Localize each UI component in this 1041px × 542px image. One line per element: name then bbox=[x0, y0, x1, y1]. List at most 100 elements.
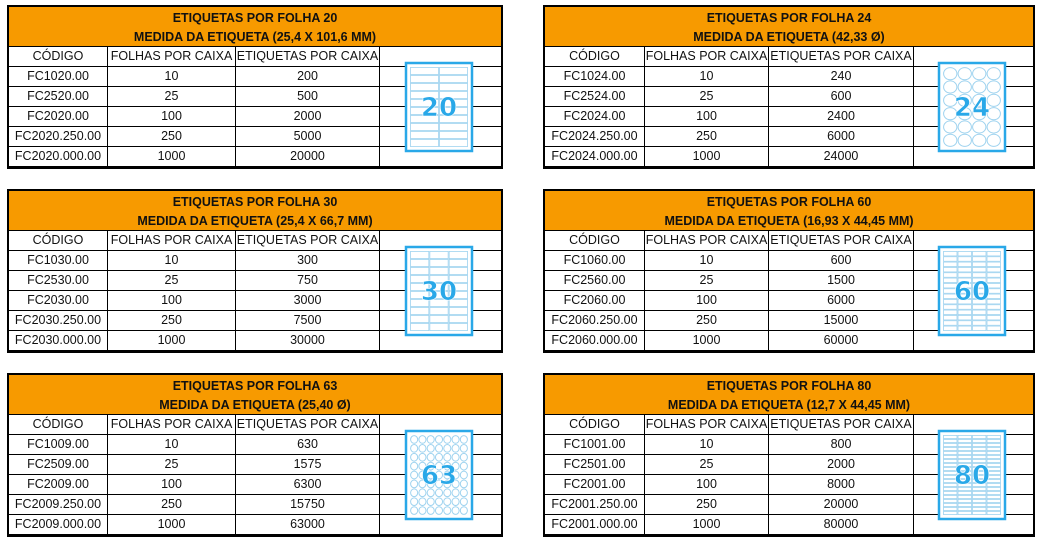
table-cell: 100 bbox=[108, 107, 236, 126]
table-cell: 250 bbox=[645, 495, 769, 514]
label-shape bbox=[459, 506, 468, 515]
table-cell: FC2030.000.00 bbox=[9, 331, 108, 350]
table-cell: FC2009.00 bbox=[9, 475, 108, 494]
label-shape bbox=[957, 67, 972, 81]
label-shape bbox=[942, 277, 957, 283]
table-row: FC1001.00 10 800 bbox=[545, 435, 1033, 455]
table-cell: 10 bbox=[645, 67, 769, 86]
label-shape bbox=[986, 507, 1001, 512]
label-shape bbox=[971, 256, 986, 262]
label-shape bbox=[942, 293, 957, 299]
table-cell: 10 bbox=[108, 251, 236, 270]
label-shape bbox=[971, 283, 986, 289]
table-cell: FC2009.250.00 bbox=[9, 495, 108, 514]
label-shape bbox=[971, 299, 986, 305]
label-shape bbox=[428, 323, 449, 332]
table-cell: 25 bbox=[645, 87, 769, 106]
label-shape bbox=[942, 261, 957, 267]
label-shape bbox=[957, 463, 972, 468]
label-shape bbox=[426, 497, 435, 507]
table-title: ETIQUETAS POR FOLHA 30 bbox=[172, 195, 338, 209]
label-shape bbox=[451, 443, 460, 453]
table-header: ETIQUETAS POR FOLHA 30 MEDIDA DA ETIQUETA… bbox=[9, 191, 501, 231]
label-shape bbox=[986, 299, 1001, 305]
label-shape bbox=[417, 470, 426, 480]
column-header: ETIQUETAS POR CAIXA bbox=[769, 415, 914, 434]
table-cell: 10 bbox=[645, 251, 769, 270]
label-shape bbox=[957, 499, 972, 504]
table-cell: 63000 bbox=[236, 515, 380, 534]
label-shape bbox=[942, 463, 957, 468]
table-subtitle: MEDIDA DA ETIQUETA (42,33 Ø) bbox=[693, 30, 885, 44]
table-row: FC2060.000.00 1000 60000 bbox=[545, 331, 1033, 351]
table-row: FC2060.00 100 6000 bbox=[545, 291, 1033, 311]
table-row: FC2030.00 100 3000 bbox=[9, 291, 501, 311]
label-shape bbox=[942, 283, 957, 289]
table-title: ETIQUETAS POR FOLHA 63 bbox=[172, 379, 338, 393]
label-shape bbox=[942, 499, 957, 504]
label-shape bbox=[409, 506, 418, 515]
table-row: FC2030.250.00 250 7500 bbox=[9, 311, 501, 331]
table-cell: FC2020.00 bbox=[9, 107, 108, 126]
label-shape bbox=[986, 283, 1001, 289]
table-title: ETIQUETAS POR FOLHA 20 bbox=[172, 11, 338, 25]
table-cell: 24000 bbox=[769, 147, 914, 166]
label-shape bbox=[971, 80, 986, 94]
label-shape bbox=[957, 479, 972, 484]
label-shape bbox=[448, 258, 468, 267]
table-row: FC2001.250.00 250 20000 bbox=[545, 495, 1033, 515]
table-cell: FC2530.00 bbox=[9, 271, 108, 290]
table-cell: FC2009.000.00 bbox=[9, 515, 108, 534]
label-shape bbox=[451, 461, 460, 471]
table-cell: FC2024.000.00 bbox=[545, 147, 645, 166]
table-cell: FC2024.00 bbox=[545, 107, 645, 126]
table-subtitle: MEDIDA DA ETIQUETA (16,93 X 44,45 MM) bbox=[664, 214, 914, 228]
column-header: CÓDIGO bbox=[9, 231, 108, 250]
label-shape bbox=[957, 299, 972, 305]
label-shape bbox=[971, 107, 986, 121]
table-cell: FC1009.00 bbox=[9, 435, 108, 454]
label-shape bbox=[971, 503, 986, 508]
table-cell: 1000 bbox=[645, 515, 769, 534]
column-header: CÓDIGO bbox=[545, 415, 645, 434]
label-shape bbox=[971, 434, 986, 439]
column-header: FOLHAS POR CAIXA bbox=[108, 231, 236, 250]
table-cell: 100 bbox=[645, 107, 769, 126]
column-header: FOLHAS POR CAIXA bbox=[645, 47, 769, 66]
label-shape bbox=[971, 272, 986, 278]
label-shape bbox=[409, 461, 418, 471]
label-shape bbox=[942, 483, 957, 488]
label-shape bbox=[409, 115, 439, 124]
label-shape bbox=[438, 107, 468, 116]
table-row: FC1030.00 10 300 bbox=[9, 251, 501, 271]
label-shape bbox=[986, 471, 1001, 476]
label-shape bbox=[942, 266, 957, 273]
label-sheet-80-rect-icon: 80 bbox=[910, 415, 1033, 535]
table-cell: FC2060.000.00 bbox=[545, 331, 645, 350]
label-shape bbox=[426, 435, 435, 444]
label-shape bbox=[957, 250, 972, 257]
label-shape bbox=[417, 488, 426, 498]
table-row: FC1060.00 10 600 bbox=[545, 251, 1033, 271]
label-shape bbox=[448, 323, 468, 332]
label-shape bbox=[409, 291, 429, 300]
label-table: ETIQUETAS POR FOLHA 60 MEDIDA DA ETIQUETA… bbox=[543, 189, 1035, 353]
label-shape bbox=[459, 452, 468, 462]
label-shape bbox=[942, 507, 957, 512]
label-shape bbox=[942, 107, 957, 121]
label-shape bbox=[451, 479, 460, 489]
table-cell: 100 bbox=[108, 475, 236, 494]
label-shape bbox=[957, 487, 972, 492]
label-shape bbox=[438, 131, 468, 140]
label-shape bbox=[957, 471, 972, 476]
label-shape bbox=[971, 133, 986, 147]
table-cell: 600 bbox=[769, 87, 914, 106]
label-shape bbox=[438, 91, 468, 100]
table-row: FC2060.250.00 250 15000 bbox=[545, 311, 1033, 331]
label-shape bbox=[434, 443, 443, 453]
table-cell: 100 bbox=[645, 475, 769, 494]
label-shape bbox=[986, 503, 1001, 508]
table-row: FC2024.00 100 2400 bbox=[545, 107, 1033, 127]
label-shape bbox=[957, 288, 972, 294]
label-shape bbox=[942, 459, 957, 464]
